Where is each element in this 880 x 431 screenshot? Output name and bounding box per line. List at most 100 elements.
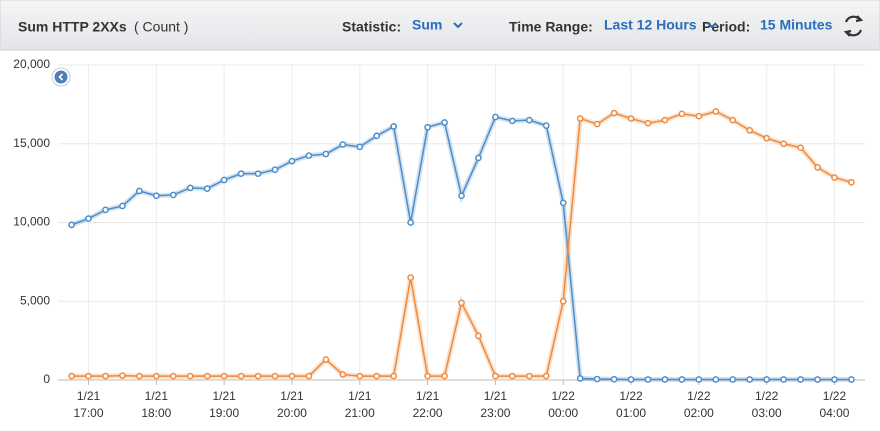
refresh-button[interactable]	[843, 15, 864, 37]
data-point	[322, 356, 330, 363]
data-point	[254, 170, 262, 178]
data-point	[542, 372, 550, 380]
data-point	[102, 206, 109, 214]
x-tick-label: 18:00	[141, 406, 171, 420]
statistic-dropdown[interactable]: Sum	[412, 17, 442, 33]
data-point	[576, 115, 584, 122]
data-point	[68, 372, 75, 380]
data-point	[85, 372, 92, 380]
x-tick-label: 17:00	[74, 406, 104, 420]
x-tick-label: 19:00	[209, 406, 239, 420]
data-point	[220, 176, 228, 184]
x-tick-label: 1/22	[552, 389, 576, 403]
chevron[interactable]	[453, 22, 463, 29]
data-point	[373, 372, 381, 380]
x-tick-label: 1/21	[145, 389, 169, 403]
data-point	[661, 116, 669, 124]
series-line	[71, 116, 852, 381]
data-point	[695, 376, 703, 383]
data-point	[780, 140, 787, 148]
data-point	[237, 170, 245, 178]
data-point	[492, 113, 499, 121]
data-point	[373, 132, 381, 140]
x-tick-label: 1/21	[280, 389, 304, 403]
data-point	[695, 112, 703, 120]
data-point	[525, 372, 533, 380]
data-point	[831, 174, 838, 181]
data-point	[593, 120, 601, 128]
data-point	[576, 375, 584, 382]
data-point	[305, 372, 313, 380]
x-tick-label: 04:00	[819, 406, 849, 420]
refresh-arrow[interactable]	[855, 15, 864, 23]
y-tick-label: 15,000	[13, 136, 50, 150]
data-point	[746, 127, 754, 134]
data-point	[475, 154, 482, 162]
data-point	[610, 109, 618, 117]
data-point	[271, 166, 279, 174]
data-point	[763, 134, 771, 142]
data-point	[729, 116, 737, 124]
data-point	[559, 199, 567, 207]
data-point	[729, 376, 737, 383]
data-point	[136, 372, 143, 380]
refresh-arrow[interactable]	[843, 29, 852, 37]
collapse-dot[interactable]	[54, 70, 68, 84]
data-point	[220, 372, 228, 380]
data-point	[492, 372, 499, 380]
x-tick-label: 1/22	[755, 389, 779, 403]
data-point	[356, 372, 364, 380]
data-point	[848, 178, 855, 186]
data-point	[712, 376, 720, 383]
data-point	[831, 376, 838, 383]
data-point	[152, 372, 160, 380]
data-point	[119, 202, 126, 210]
x-tick-label: 20:00	[277, 406, 307, 420]
chevron[interactable]	[707, 22, 717, 29]
data-point	[271, 372, 279, 380]
data-point	[644, 119, 652, 127]
x-tick-label: 03:00	[752, 406, 782, 420]
x-tick-label: 01:00	[616, 406, 646, 420]
collapse-button[interactable]	[51, 67, 71, 87]
data-point	[119, 372, 126, 379]
data-point	[68, 221, 75, 229]
x-tick-label: 1/21	[484, 389, 508, 403]
data-point	[814, 376, 821, 383]
x-tick-label: 1/22	[823, 389, 847, 403]
data-point	[644, 376, 652, 383]
data-point	[288, 157, 296, 165]
data-point	[814, 164, 821, 171]
x-tick-label: 23:00	[480, 406, 510, 420]
data-point	[169, 191, 177, 199]
x-tick-label: 00:00	[548, 406, 578, 420]
x-tick-label: 1/22	[619, 389, 643, 403]
data-point	[678, 110, 686, 118]
y-tick-label: 10,000	[13, 215, 50, 229]
data-point	[169, 372, 177, 380]
data-point	[458, 299, 465, 307]
data-point	[305, 152, 313, 159]
y-tick-label: 5,000	[20, 293, 50, 307]
data-point	[475, 332, 482, 340]
y-tick-label: 20,000	[13, 57, 50, 71]
x-tick-label: 1/22	[687, 389, 711, 403]
data-point	[322, 150, 330, 158]
data-point	[407, 219, 414, 226]
time-range-dropdown[interactable]: Last 12 Hours	[604, 17, 697, 33]
x-tick-label: 1/21	[212, 389, 236, 403]
metric-title: Sum HTTP 2XXs	[18, 19, 127, 35]
data-point	[390, 123, 398, 130]
data-point	[525, 116, 533, 124]
data-point	[288, 372, 296, 380]
period-label: Period:	[702, 19, 750, 35]
metric-unit: ( Count )	[134, 19, 188, 35]
collapse-arrow[interactable]	[58, 73, 64, 81]
x-tick-label: 21:00	[345, 406, 375, 420]
data-point	[441, 119, 448, 126]
statistic-label: Statistic:	[342, 19, 401, 35]
x-tick-label: 1/21	[77, 389, 101, 403]
line-shadow	[71, 108, 853, 379]
period-dropdown[interactable]: 15 Minutes	[760, 17, 833, 33]
